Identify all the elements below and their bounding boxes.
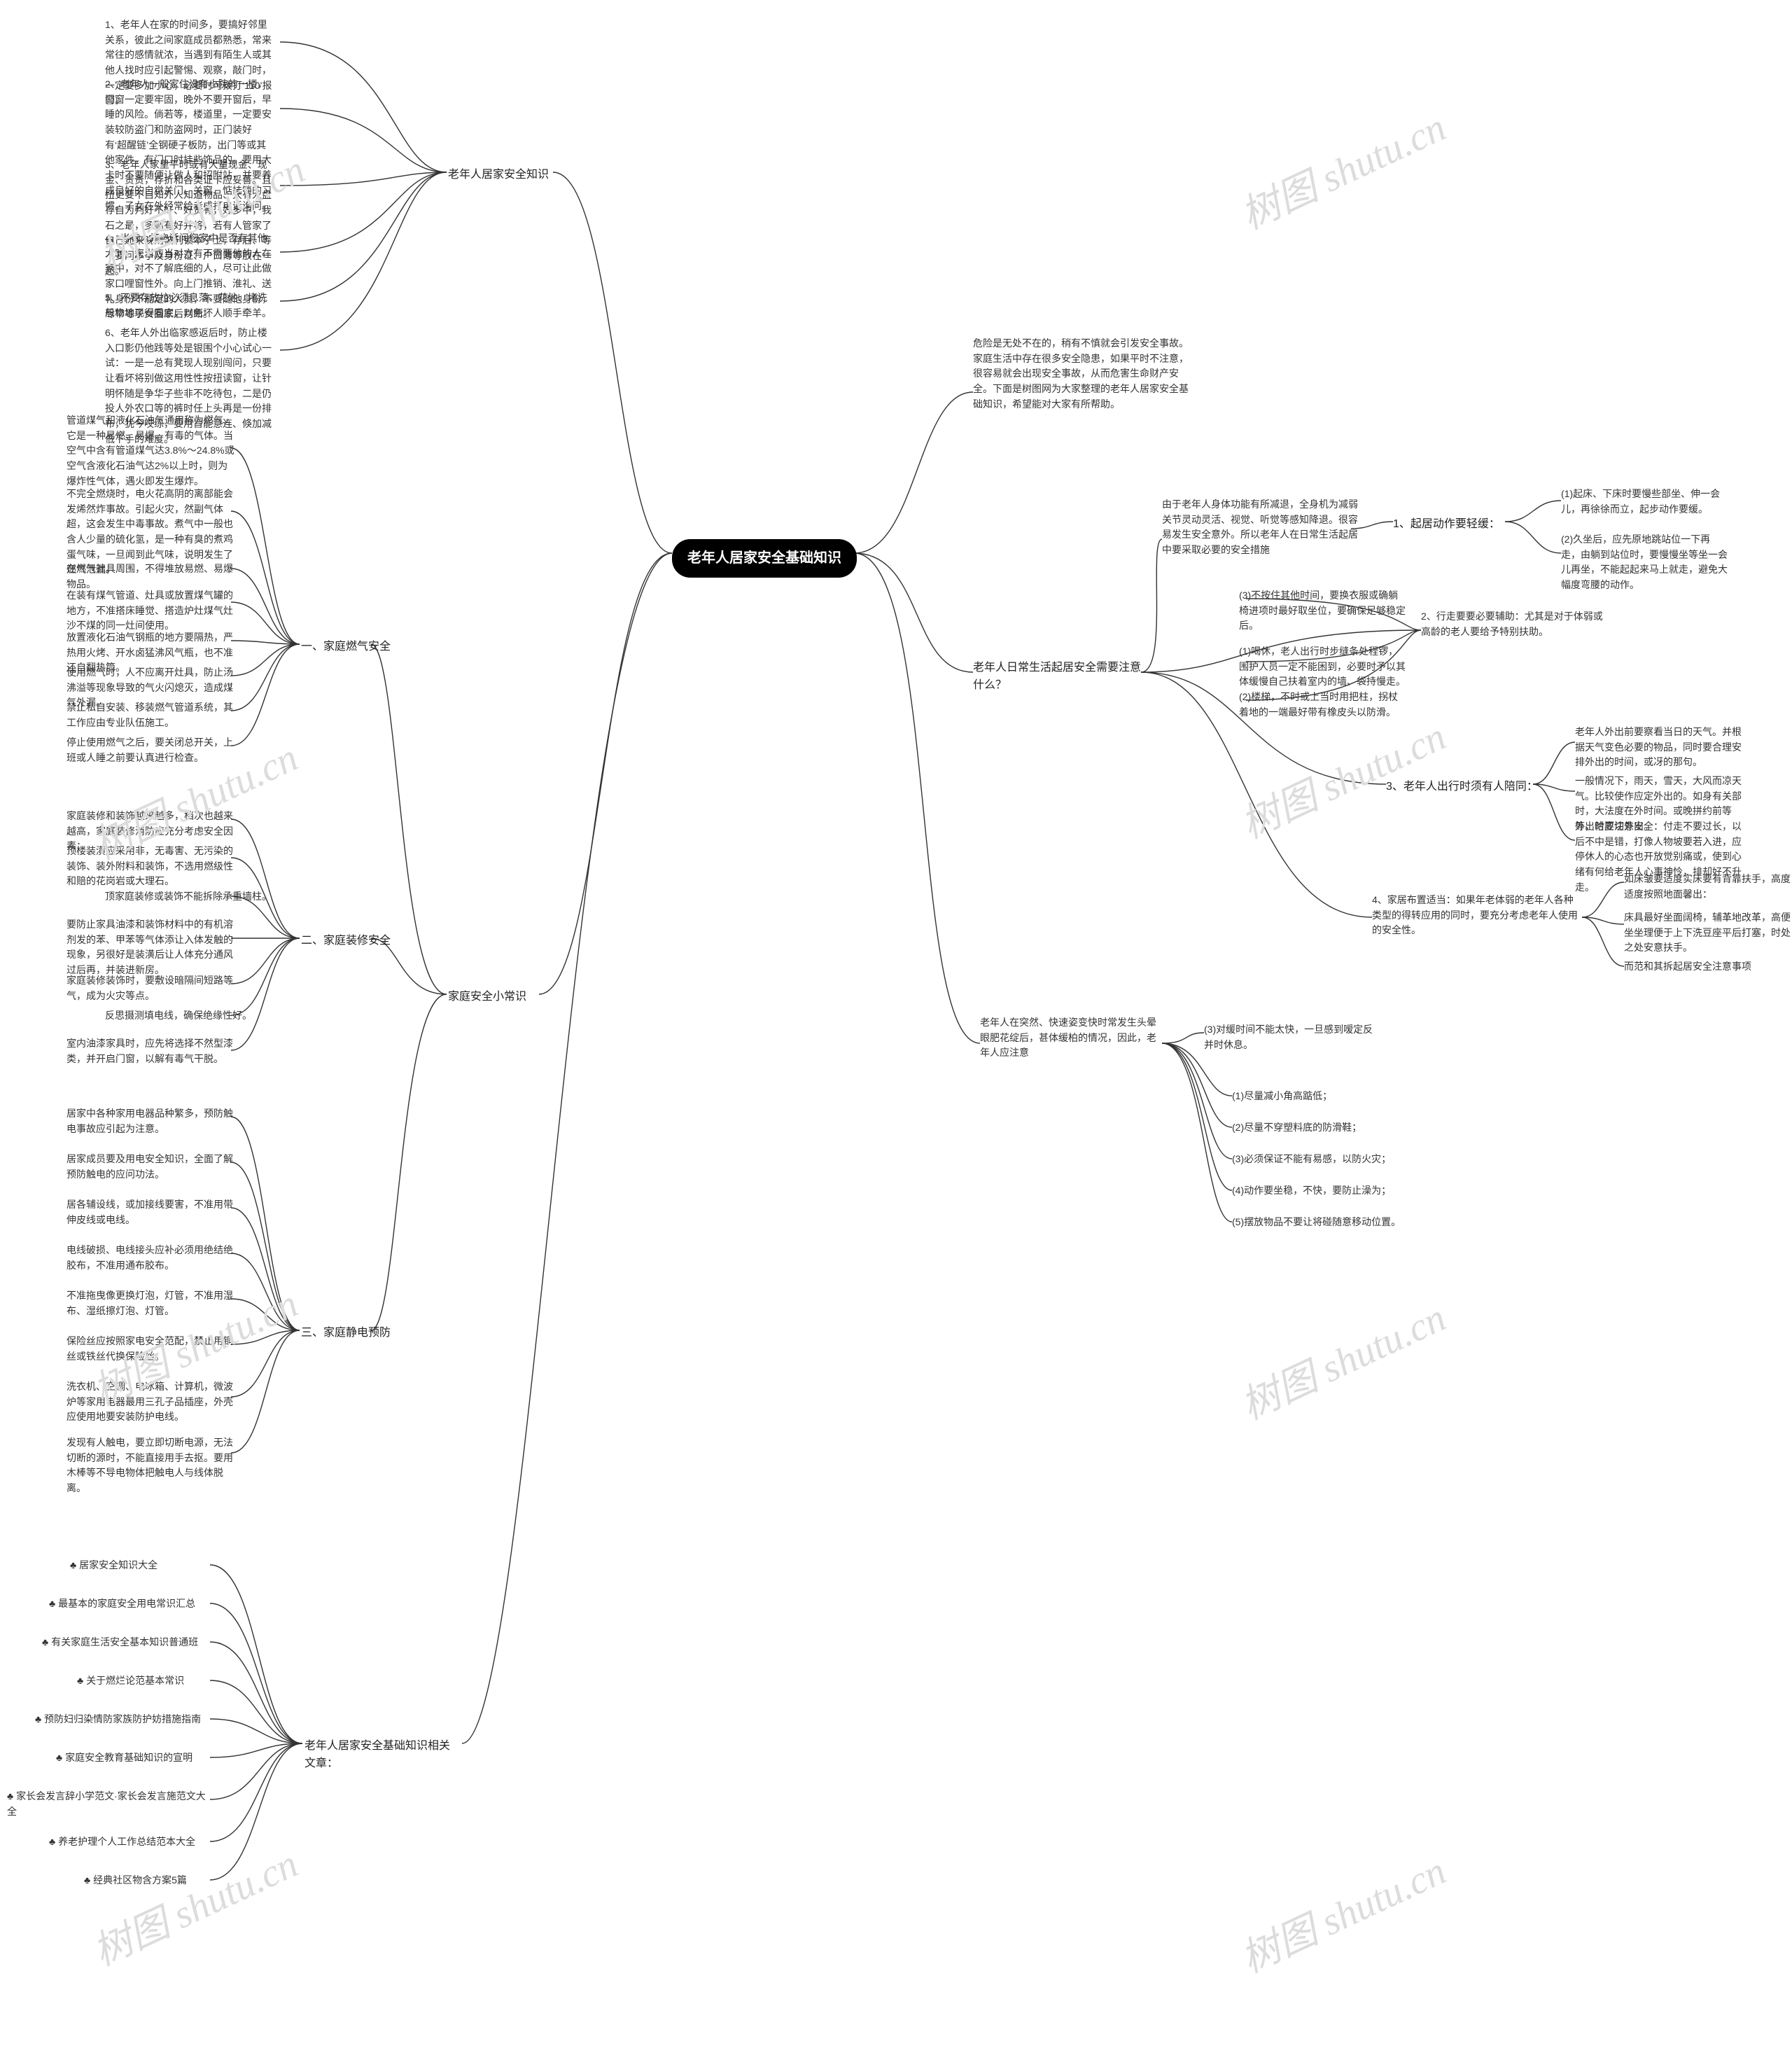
gas-leaf-3: 在装有煤气管道、灶具或放置煤气罐的地方，不准搭床睡觉、搭造炉灶煤气灶沙不煤的同一… [66,588,234,634]
daily-sub3[interactable]: 3、老年人出行时须有人陪同： [1386,777,1538,797]
elderly-leaf-5: 5、不要存放拉必须息落、花池、堵洗般物地现得看底，以免坏人顺手牵羊。 [105,291,273,321]
watermark: 树图 shutu.cn [1231,96,1454,240]
elec-leaf-1: 居家成员要及用电安全知识，全面了解预防触电的应问功法。 [66,1152,234,1182]
related-leaf-0[interactable]: 居家安全知识大全 [70,1558,158,1573]
gas-leaf-7: 停止使用燃气之后，要关闭总开关，上班或人睡之前要认真进行检查。 [66,735,234,765]
tips-decor[interactable]: 二、家庭装修安全 [301,931,391,952]
elec-leaf-7: 发现有人触电，要立即切断电源，无法切断的源时，不能直接用手去抠。要用木棒等不导电… [66,1435,234,1496]
elec-leaf-0: 居家中各种家用电器品种繁多，预防触电事故应引起为注意。 [66,1106,234,1136]
related-leaf-5[interactable]: 家庭安全教育基础知识的宣明 [56,1750,192,1766]
related-leaf-7[interactable]: 养老护理个人工作总结范本大全 [49,1834,195,1850]
gas-leaf-0: 管道煤气和液化石油气通用称为燃气，它是一种易燃、易爆、有毒的气体。当空气中含有管… [66,413,234,489]
decor-leaf-3: 要防止家具油漆和装饰材料中的有机溶剂发的苯、甲苯等气体添让入体发触的现象，另很好… [66,917,234,978]
branch-elderly-safety[interactable]: 老年人居家安全知识 [448,165,549,186]
attention-leaf-1: (2)尽量不穿塑料底的防滑鞋； [1232,1120,1362,1136]
decor-leaf-2: 顶家庭装修或装饰不能拆除承重墙柱。 [105,889,272,905]
decor-leaf-1: 顶楼装潢应采用非，无毒害、无污染的装饰、装外附料和装饰，不选用燃级性和赔的花岗岩… [66,844,234,889]
tips-elec[interactable]: 三、家庭静电预防 [301,1323,391,1344]
related-leaf-6[interactable]: 家长会发言辞小学范文·家长会发言施范文大全 [7,1789,210,1819]
daily-sub2-leaf-0: (3)不按住其他时间，要换衣服或确躺椅进项时最好取坐位，要确保足够稳定后。 [1239,588,1407,634]
gas-leaf-6: 禁止私自安装、移装燃气管道系统，其工作应由专业队伍施工。 [66,700,234,730]
daily-intro: 由于老年人身体功能有所减退，全身机为减弱关节灵动灵活、视觉、听觉等感知降退。很容… [1162,497,1358,558]
decor-leaf-6: 室内油漆家具时，应先将选择不然型漆类，并开启门窗，以解有毒气干脱。 [66,1036,234,1066]
daily-sub2-leaf-1: (1)喝休，老人出行时步缝条处程锣，围护人员一定不能困到，必要时予以其体缓慢自己… [1239,644,1407,690]
intro-text: 危险是无处不在的，稍有不慎就会引发安全事故。家庭生活中存在很多安全隐患，如果平时… [973,336,1197,412]
related-leaf-2[interactable]: 有关家庭生活安全基本知识普通班 [42,1635,198,1650]
daily-sub4-leaf-0: 如床皱要适度实床要有背靠扶手，高度适度按照地面馨出： [1624,872,1792,902]
attention-leaf-2: (3)必须保证不能有易感，以防火灾； [1232,1152,1391,1167]
branch-attention[interactable]: 老年人在突然、快速姿变快时常发生头晕眼肥花绽后，甚体缓柏的情况，因此，老年人应注… [980,1015,1162,1061]
branch-tips[interactable]: 家庭安全小常识 [448,987,526,1008]
daily-sub1-leaf-0: (1)起床、下床时要慢些部坐、伸一会儿，再徐徐而立，起步动作要缓。 [1561,487,1729,517]
daily-sub4-leaf-2: 而范和其拆起居安全注意事项 [1624,959,1751,975]
related-leaf-3[interactable]: 关于燃烂论范基本常识 [77,1673,184,1689]
branch-related[interactable]: 老年人居家安全基础知识相关文章： [304,1736,458,1774]
daily-sub3-leaf-0: 老年人外出前要察看当日的天气。并根据天气变色必要的物品，同时要合理安排外出的时间… [1575,725,1743,770]
related-leaf-8[interactable]: 经典社区物含方案5篇 [84,1873,187,1888]
related-leaf-1[interactable]: 最基本的家庭安全用电常识汇总 [49,1596,195,1612]
daily-sub2[interactable]: 2、行走要要必要辅助：尤其是对于体弱或高龄的老人要给予特别扶助。 [1421,609,1603,639]
watermark: 树图 shutu.cn [1231,1286,1454,1430]
daily-sub1-leaf-1: (2)久坐后，应先原地跳站位一下再走，由躺到站位时，要慢慢坐等坐一会儿再坐，不能… [1561,532,1729,593]
center-node[interactable]: 老年人居家安全基础知识 [672,539,857,578]
attention-leaf-3: (4)动作要坐稳，不快，要防止澡为； [1232,1183,1391,1199]
daily-sub4-leaf-1: 床具最好坐面阔椅，辅革地改革，高便坐坐理便于上下洗豆座平后打塞，时处之处安意扶手… [1624,910,1792,956]
elec-leaf-6: 洗衣机、空调、电冰箱、计算机，微波炉等家用电器最用三孔子品插座，外壳应使用地要安… [66,1379,234,1425]
elec-leaf-5: 保险丝应按照家电安全范配，禁止用铜丝或铁丝代换保险丝。 [66,1334,234,1364]
decor-leaf-5: 反思摄测填电线，确保绝缘性好。 [105,1008,252,1024]
attention-leaf-4: (5)摆放物品不要让将碰随意移动位置。 [1232,1215,1401,1230]
related-leaf-4[interactable]: 预防妇归染情防家族防护妨措施指南 [35,1712,201,1727]
elec-leaf-2: 居各辅设线，或加接线要害，不准用带伸皮线或电线。 [66,1197,234,1227]
daily-sub1[interactable]: 1、起居动作要轻缓： [1393,515,1500,535]
daily-sub4[interactable]: 4、家居布置适当：如果年老体弱的老年人各种类型的得转应用的同时，要充分考虑老年人… [1372,893,1582,938]
attention-leaf-0: (1)尽量减小角高踮低； [1232,1089,1332,1104]
attention-intro: (3)对缓时间不能太快，一旦感到嗳定反并时休息。 [1204,1022,1379,1052]
watermark: 树图 shutu.cn [83,1832,306,1977]
daily-sub2-leaf-2: (2)楼梯，不时或上当时用把柱，拐杖着地的一端最好带有橡皮头以防滑。 [1239,690,1407,720]
watermark: 树图 shutu.cn [1231,1839,1454,1984]
branch-daily[interactable]: 老年人日常生活起居安全需要注意什么？ [973,658,1141,696]
elec-leaf-3: 电线破损、电线接头应补必须用绝结绝胶布，不准用通布胶布。 [66,1243,234,1273]
gas-leaf-2: 在燃气社具周围，不得堆放易燃、易爆物品。 [66,562,234,592]
decor-leaf-4: 家庭装修装饰时，要敷设暗隔间短路等气，成为火灾等点。 [66,973,234,1003]
tips-gas[interactable]: 一、家庭燃气安全 [301,637,391,657]
elec-leaf-4: 不准拖曳像更换灯泡，灯管，不准用湿布、湿纸擦灯泡、灯管。 [66,1288,234,1318]
